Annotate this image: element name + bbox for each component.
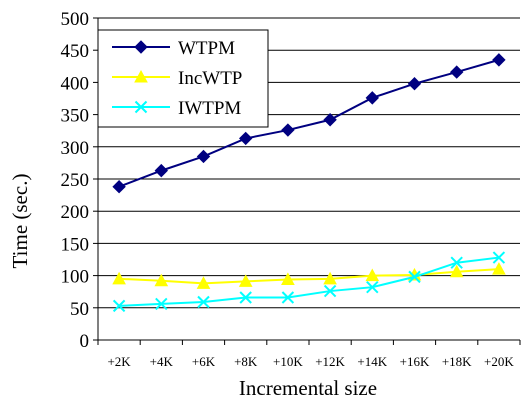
data-point-wtpm (238, 131, 253, 146)
data-point-iwtpm (239, 291, 252, 304)
x-tick-label: +4K (150, 354, 174, 369)
x-tick-label: +2K (107, 354, 131, 369)
data-point-iwtpm (112, 299, 126, 313)
series-line-wtpm (118, 58, 500, 188)
y-tick-label: 350 (61, 106, 90, 127)
data-point-incwtp (365, 268, 380, 282)
data-point-incwtp (492, 262, 506, 275)
data-point-wtpm (154, 163, 169, 178)
data-point-iwtpm (323, 284, 337, 298)
marker-stroke (366, 280, 379, 294)
data-point-wtpm (492, 53, 506, 67)
marker-stroke (197, 295, 210, 309)
x-tick-label: +8K (234, 354, 258, 369)
x-tick-labels: +2K +4K +6K +8K +10K +12K +14K +16K +18K +20K (107, 354, 514, 369)
data-point-wtpm (112, 180, 126, 194)
marker-stroke (239, 291, 252, 304)
marker-stroke (134, 100, 148, 114)
marker-stroke (408, 270, 421, 284)
data-point-iwtpm (366, 280, 379, 294)
data-point-incwtp (196, 276, 211, 289)
data-point-incwtp (323, 271, 337, 285)
data-point-iwtpm (492, 251, 506, 264)
legend-label-wtpm: WTPM (178, 38, 235, 59)
marker-stroke (155, 297, 168, 311)
data-point-iwtpm (450, 256, 463, 269)
data-point-iwtpm (408, 270, 421, 284)
marker-stroke (281, 291, 295, 304)
data-point-incwtp (281, 272, 295, 285)
data-point-incwtp (154, 273, 169, 287)
legend-label-iwtpm: IWTPM (178, 98, 241, 119)
data-point-incwtp (449, 264, 464, 278)
series-line-incwtp (119, 268, 499, 285)
series-line-iwtpm (119, 256, 500, 307)
marker-stroke (492, 251, 506, 264)
marker-stroke (450, 256, 463, 269)
y-axis-label: Time (sec.) (8, 174, 32, 269)
data-point-wtpm (449, 65, 464, 79)
data-point-iwtpm (197, 295, 210, 309)
x-tick-label: +16K (400, 354, 430, 369)
marker-stroke (112, 299, 126, 313)
y-tick-label: 450 (61, 41, 90, 62)
data-point-wtpm (281, 123, 295, 137)
x-axis-label: Incremental size (239, 376, 377, 400)
y-tick-label: 100 (61, 267, 90, 288)
y-tick-label: 0 (80, 331, 90, 352)
y-tick-labels: 0 50 100 150 200 250 300 350 400 450 500 (61, 9, 90, 352)
y-tick-label: 500 (61, 9, 90, 30)
data-point-wtpm (365, 91, 380, 105)
data-point-incwtp (238, 274, 253, 287)
data-point-iwtpm (281, 291, 295, 304)
x-tick-label: +6K (192, 354, 216, 369)
y-tick-label: 300 (61, 138, 90, 159)
y-tick-label: 150 (61, 234, 90, 255)
legend-label-incwtp: IncWTP (178, 68, 242, 89)
x-tick-label: +18K (442, 354, 472, 369)
data-point-iwtpm (155, 297, 168, 311)
x-tick-label: +10K (273, 354, 303, 369)
data-point-wtpm (196, 149, 211, 164)
data-point-wtpm (407, 76, 422, 91)
data-point-incwtp (112, 271, 126, 285)
x-tick-label: +20K (484, 354, 514, 369)
y-tick-label: 50 (70, 299, 89, 320)
legend-marker-iwtpm (134, 100, 148, 114)
y-tick-label: 250 (61, 170, 90, 191)
x-tick-label: +12K (315, 354, 345, 369)
data-point-wtpm (323, 113, 337, 127)
x-tick-label: +14K (357, 354, 387, 369)
legend-marker-incwtp (134, 69, 148, 83)
series-group (112, 53, 506, 313)
marker-stroke (323, 284, 337, 298)
legend-marker-wtpm (134, 40, 148, 54)
y-tick-label: 400 (61, 73, 90, 94)
y-tick-label: 200 (61, 202, 90, 223)
legend: WTPM IncWTP IWTPM (97, 29, 269, 128)
